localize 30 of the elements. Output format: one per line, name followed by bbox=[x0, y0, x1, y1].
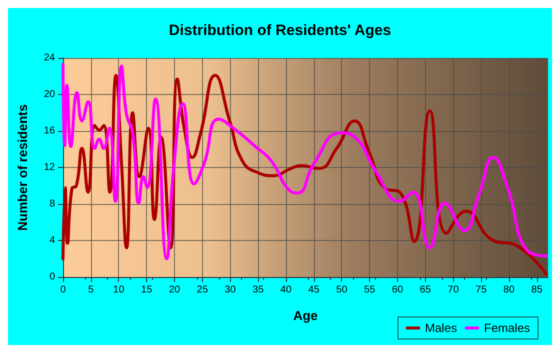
y-axis-title: Number of residents bbox=[15, 104, 30, 231]
y-tick-label: 16 bbox=[44, 126, 56, 136]
x-tick-label: 85 bbox=[531, 284, 543, 296]
x-tick-label: 20 bbox=[168, 284, 180, 296]
x-tick-label: 15 bbox=[141, 284, 153, 296]
x-tick-label: 65 bbox=[420, 284, 432, 296]
x-tick-label: 45 bbox=[308, 284, 320, 296]
y-tick-label: 0 bbox=[49, 272, 56, 282]
y-tick-label: 12 bbox=[44, 162, 56, 173]
x-tick-label: 75 bbox=[476, 284, 488, 296]
x-tick-label: 70 bbox=[448, 284, 460, 296]
x-tick-label: 10 bbox=[113, 284, 125, 296]
x-tick-label: 0 bbox=[60, 284, 66, 296]
y-tick-label: 4 bbox=[49, 235, 56, 246]
x-tick-label: 60 bbox=[392, 284, 404, 296]
x-tick-label: 5 bbox=[88, 284, 94, 296]
x-tick-label: 50 bbox=[336, 284, 348, 296]
x-axis-title: Age bbox=[293, 308, 318, 323]
y-tick-label: 20 bbox=[44, 89, 56, 100]
x-tick-label: 40 bbox=[280, 284, 292, 296]
x-tick-label: 55 bbox=[364, 284, 376, 296]
x-tick-label: 30 bbox=[224, 284, 236, 296]
chart-title: Distribution of Residents' Ages bbox=[168, 22, 392, 39]
x-tick-label: 25 bbox=[196, 284, 208, 296]
y-tick-label: 8 bbox=[49, 198, 56, 210]
x-tick-label: 35 bbox=[252, 284, 264, 296]
x-tick-label: 80 bbox=[503, 284, 515, 296]
legend-label: Females bbox=[484, 321, 530, 335]
legend-label: Males bbox=[424, 321, 457, 335]
y-tick-label: 24 bbox=[44, 52, 56, 64]
